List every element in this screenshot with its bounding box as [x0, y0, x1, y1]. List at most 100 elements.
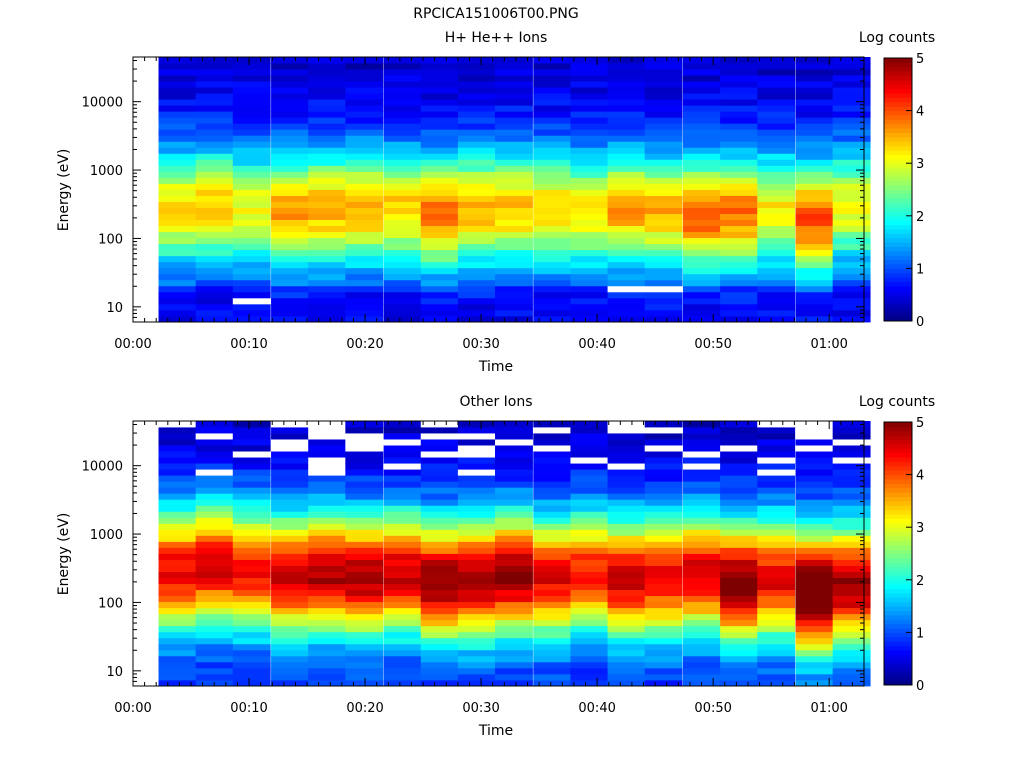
heatmap-cell [271, 63, 309, 70]
heatmap-cell [607, 619, 646, 627]
colorbar-segment [884, 114, 912, 120]
heatmap-cell [682, 589, 721, 597]
heatmap-cell [383, 649, 422, 657]
heatmap-cell [158, 481, 197, 488]
colorbar-segment [884, 452, 912, 458]
heatmap-cell [607, 63, 646, 70]
heatmap-cell [720, 147, 758, 154]
heatmap-cell [158, 225, 197, 233]
heatmap-cell [832, 75, 871, 82]
heatmap-cell [457, 201, 496, 208]
heatmap-cell [757, 661, 796, 669]
heatmap-cell [383, 445, 422, 452]
heatmap-cell [271, 487, 309, 494]
heatmap-cell [607, 589, 646, 597]
heatmap-cell [345, 463, 384, 470]
heatmap-cell [795, 69, 834, 76]
heatmap-cell [795, 523, 834, 530]
heatmap-cell [682, 553, 721, 560]
heatmap-cell [644, 607, 683, 615]
heatmap-cell [271, 643, 309, 651]
heatmap-cell [345, 517, 384, 524]
heatmap-cell [533, 547, 572, 554]
heatmap-cell [308, 439, 347, 446]
heatmap-cell [720, 595, 758, 603]
heatmap-cell [644, 655, 683, 663]
heatmap-cell [232, 679, 271, 687]
colorbar-segment [884, 62, 912, 68]
heatmap-cell [457, 427, 496, 434]
heatmap-cell [308, 237, 347, 245]
heatmap-cell [720, 141, 758, 148]
heatmap-cell [495, 571, 533, 578]
colorbar-segment [884, 654, 912, 660]
heatmap-cell [720, 433, 758, 440]
heatmap-cell [495, 511, 533, 518]
heatmap-cell [533, 445, 572, 452]
heatmap-cell [457, 619, 496, 627]
heatmap-cell [682, 69, 721, 76]
heatmap-cell [607, 535, 646, 542]
heatmap-cell [644, 529, 683, 536]
plot-frame [132, 56, 865, 323]
heatmap-cell [607, 279, 646, 287]
heatmap-cell [195, 487, 234, 494]
heatmap-cell [795, 297, 834, 305]
heatmap-cell [345, 135, 384, 142]
heatmap-cell [570, 571, 609, 578]
heatmap-cell [271, 637, 309, 645]
heatmap-cell [644, 505, 683, 512]
heatmap-cell [682, 237, 721, 245]
heatmap-cell [757, 499, 796, 506]
heatmap-cell [158, 565, 197, 572]
heatmap-cell [607, 571, 646, 578]
heatmap-cell [682, 93, 721, 100]
heatmap-cell [644, 63, 683, 70]
heatmap-cell [644, 595, 683, 603]
colorbar-segment [884, 483, 912, 489]
heatmap-cell [195, 553, 234, 560]
heatmap-cell [533, 631, 572, 639]
heatmap-cell [570, 457, 609, 464]
heatmap-cell [232, 493, 271, 500]
heatmap-cell [757, 631, 796, 639]
heatmap-cell [644, 589, 683, 597]
colorbar-segment [884, 487, 912, 493]
heatmap-cell [495, 679, 533, 687]
heatmap-cell [757, 511, 796, 518]
colorbar-segment [884, 316, 912, 322]
heatmap-cell [495, 607, 533, 615]
heatmap-cell [832, 309, 871, 317]
heatmap-cell [533, 303, 572, 311]
heatmap-cell [682, 601, 721, 609]
heatmap-cell [644, 613, 683, 621]
heatmap-cell [158, 679, 197, 687]
heatmap-cell [195, 481, 234, 488]
heatmap-cell [570, 619, 609, 627]
heatmap-cell [420, 87, 459, 94]
heatmap-cell [495, 129, 533, 136]
heatmap-cell [570, 171, 609, 178]
heatmap-cell [308, 673, 347, 681]
heatmap-cell [457, 643, 496, 651]
heatmap-cell [308, 661, 347, 669]
heatmap-cell [795, 207, 834, 214]
heatmap-cell [795, 159, 834, 166]
heatmap-cell [232, 201, 271, 208]
heatmap-cell [607, 75, 646, 82]
heatmap-cell [832, 439, 871, 446]
heatmap-cell [195, 469, 234, 476]
heatmap-cell [308, 469, 347, 476]
heatmap-cell [720, 451, 758, 458]
heatmap-cell [271, 141, 309, 148]
heatmap-cell [720, 673, 758, 681]
heatmap-cell [644, 237, 683, 245]
heatmap-cell [607, 595, 646, 603]
heatmap-cell [644, 111, 683, 118]
heatmap-cell [644, 463, 683, 470]
heatmap-cell [533, 141, 572, 148]
heatmap-cell [795, 99, 834, 106]
heatmap-cell [795, 565, 834, 572]
heatmap-cell [232, 225, 271, 233]
